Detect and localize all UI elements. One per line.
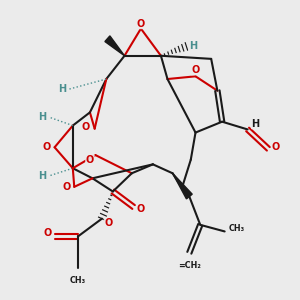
Polygon shape [172,173,192,199]
Polygon shape [105,36,124,56]
Text: CH₃: CH₃ [70,276,86,285]
Text: O: O [81,122,90,132]
Text: O: O [191,65,200,75]
Text: CH₃: CH₃ [228,224,244,233]
Text: O: O [104,218,112,227]
Text: O: O [43,142,51,152]
Text: =CH₂: =CH₂ [178,261,201,270]
Text: H: H [58,84,67,94]
Text: O: O [43,228,51,239]
Text: O: O [86,155,94,165]
Text: O: O [62,182,70,192]
Text: H: H [38,112,46,122]
Text: H: H [189,41,197,52]
Text: O: O [272,142,280,152]
Text: O: O [137,204,145,214]
Text: H: H [251,118,260,129]
Text: H: H [38,171,46,181]
Text: O: O [137,19,145,28]
